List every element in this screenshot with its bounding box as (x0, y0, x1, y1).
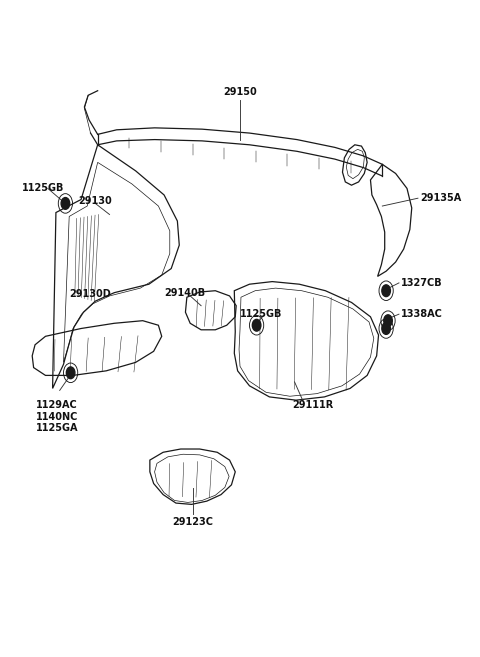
Text: 1129AC
1140NC
1125GA: 1129AC 1140NC 1125GA (36, 400, 79, 434)
Text: 1327CB: 1327CB (401, 278, 443, 288)
Circle shape (252, 319, 261, 331)
Circle shape (384, 315, 392, 327)
Text: 29111R: 29111R (292, 400, 334, 411)
Circle shape (382, 285, 390, 296)
Text: 29135A: 29135A (420, 193, 462, 203)
Text: 29150: 29150 (223, 87, 257, 97)
Text: 29130: 29130 (79, 196, 112, 206)
Text: 29123C: 29123C (172, 518, 213, 528)
Text: 29130D: 29130D (69, 289, 111, 299)
Circle shape (66, 367, 75, 378)
Circle shape (61, 198, 70, 210)
Circle shape (382, 323, 390, 334)
Text: 1125GB: 1125GB (22, 183, 64, 193)
Text: 29140B: 29140B (164, 288, 205, 298)
Text: 1125GB: 1125GB (240, 309, 282, 319)
Text: 1338AC: 1338AC (401, 309, 443, 319)
